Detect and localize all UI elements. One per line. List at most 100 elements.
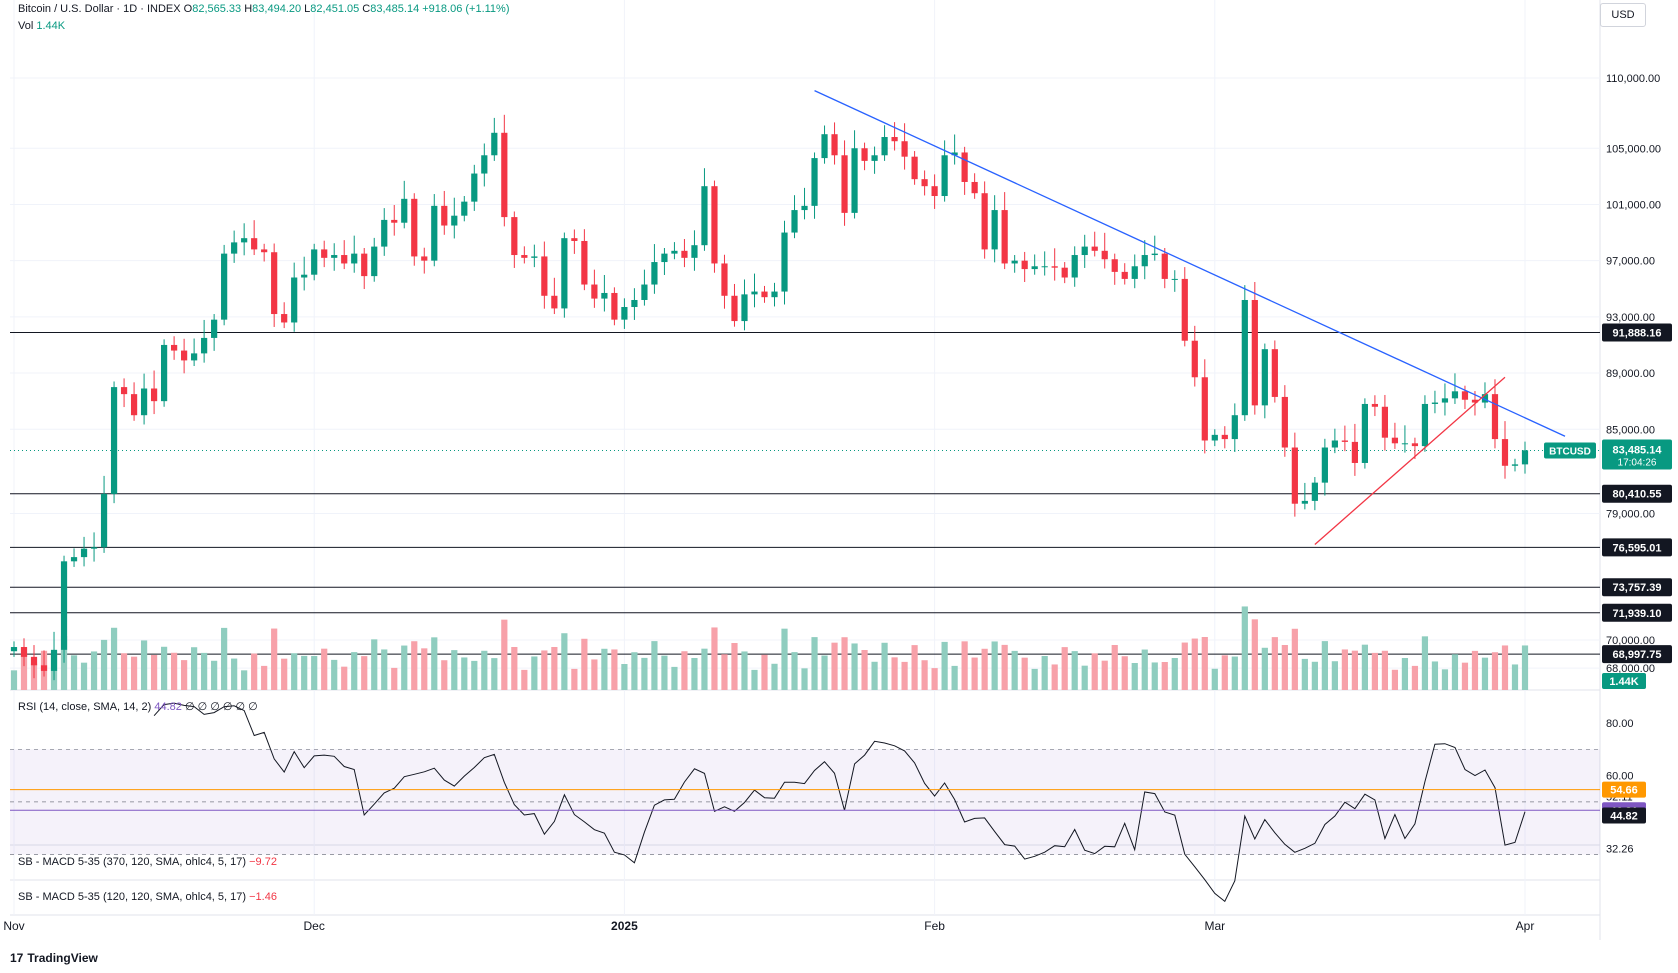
rsi-label[interactable]: RSI (14, close, SMA, 14, 2) bbox=[18, 701, 152, 713]
candle-body bbox=[1281, 396, 1288, 448]
candle-body bbox=[1221, 434, 1228, 440]
candle-body bbox=[150, 388, 158, 402]
volume-bar bbox=[130, 656, 138, 690]
candle-body bbox=[481, 155, 488, 174]
candle-body bbox=[80, 548, 88, 558]
volume-bar bbox=[851, 643, 858, 690]
candle-body bbox=[181, 350, 188, 361]
candle-body bbox=[1061, 267, 1068, 278]
change-value: +918.06 (+1.11%) bbox=[422, 3, 510, 15]
volume-bar bbox=[1211, 668, 1218, 690]
candle-body bbox=[461, 201, 468, 216]
volume-bar bbox=[1271, 637, 1278, 690]
candle-body bbox=[1201, 377, 1208, 441]
volume-label[interactable]: Vol bbox=[18, 20, 34, 32]
volume-bar bbox=[1481, 657, 1489, 690]
price-tick-label: 85,000.00 bbox=[1606, 424, 1655, 436]
close-label: C bbox=[362, 3, 371, 15]
symbol-tag bbox=[1544, 442, 1596, 459]
candle-body bbox=[881, 137, 888, 156]
volume-bar bbox=[361, 656, 368, 690]
candle-body bbox=[1521, 450, 1529, 465]
rsi-tick-label: 80.00 bbox=[1606, 718, 1634, 730]
volume-bar bbox=[1241, 606, 1248, 690]
volume-bar bbox=[10, 670, 18, 690]
candle-body bbox=[941, 155, 948, 197]
volume-bar bbox=[571, 668, 578, 690]
macd2-legend: SB - MACD 5-35 (120, 120, SMA, ohlc4, 5,… bbox=[18, 891, 277, 903]
volume-bar bbox=[421, 648, 428, 690]
level-tag-label: 76,595.01 bbox=[1613, 542, 1662, 554]
candle-body bbox=[1291, 447, 1298, 504]
volume-bar bbox=[1401, 658, 1409, 690]
symbol-title[interactable]: Bitcoin / U.S. Dollar · 1D · INDEX bbox=[18, 3, 181, 15]
candle-body bbox=[1141, 255, 1148, 267]
macd2-label[interactable]: SB - MACD 5-35 (120, 120, SMA, ohlc4, 5,… bbox=[18, 891, 247, 903]
candle-body bbox=[831, 134, 838, 156]
candle-body bbox=[1391, 437, 1399, 444]
volume-bar bbox=[561, 633, 568, 690]
candle-body bbox=[961, 152, 968, 182]
candle-body bbox=[421, 256, 428, 261]
candle-body bbox=[221, 253, 228, 320]
volume-bar bbox=[1291, 628, 1298, 690]
volume-bar bbox=[221, 627, 228, 690]
candle-body bbox=[1301, 500, 1308, 504]
volume-bar bbox=[1471, 650, 1479, 690]
candle-body bbox=[40, 665, 48, 671]
volume-legend: Vol 1.44K bbox=[18, 20, 65, 32]
volume-bar bbox=[441, 660, 448, 690]
volume-bar bbox=[120, 653, 128, 690]
candle-body bbox=[171, 344, 178, 351]
volume-bar bbox=[70, 655, 78, 690]
candle-body bbox=[841, 155, 848, 213]
volume-bar bbox=[1391, 669, 1399, 690]
volume-bar bbox=[1061, 647, 1068, 690]
time-tick-label: Apr bbox=[1516, 919, 1535, 933]
level-tag-label: 68,997.75 bbox=[1613, 649, 1662, 661]
time-axis[interactable]: Nov Dec 2025 Feb Mar Apr bbox=[3, 919, 1534, 933]
volume-bar bbox=[1071, 651, 1078, 690]
trendlines[interactable] bbox=[814, 90, 1566, 545]
candle-body bbox=[1001, 210, 1008, 264]
volume-bar bbox=[150, 655, 158, 690]
volume-bar bbox=[1521, 645, 1529, 690]
currency-button[interactable]: USD bbox=[1600, 3, 1646, 27]
volume-bar bbox=[1311, 661, 1318, 690]
candle-body bbox=[821, 134, 828, 159]
candle-body bbox=[341, 255, 348, 264]
level-tag bbox=[1602, 484, 1672, 503]
volume-bar bbox=[381, 649, 388, 690]
volume-bar bbox=[1461, 662, 1469, 690]
candle-body bbox=[751, 291, 758, 295]
price-tick-label: 97,000.00 bbox=[1606, 256, 1655, 268]
volume-bar bbox=[431, 637, 438, 690]
candle-body bbox=[501, 132, 508, 218]
candle-body bbox=[931, 186, 938, 197]
candle-body bbox=[761, 291, 768, 298]
candle-body bbox=[1131, 266, 1138, 279]
volume-bar bbox=[551, 647, 558, 690]
candle-body bbox=[351, 253, 358, 264]
volume-bar bbox=[201, 652, 208, 690]
volume-bar bbox=[971, 657, 978, 690]
volume-bar bbox=[401, 645, 408, 690]
volume-bar bbox=[1421, 636, 1429, 690]
price-pane-bg bbox=[10, 0, 1600, 690]
candle-body bbox=[871, 155, 878, 161]
candle-body bbox=[1311, 482, 1318, 501]
candle-body bbox=[1121, 271, 1128, 279]
volume-bar bbox=[841, 637, 848, 690]
level-tag bbox=[1602, 603, 1672, 622]
macd1-label[interactable]: SB - MACD 5-35 (370, 120, SMA, ohlc4, 5,… bbox=[18, 856, 247, 868]
tradingview-logo[interactable]: 17 TradingView bbox=[10, 951, 98, 965]
volume-bar bbox=[271, 628, 278, 690]
candle-body bbox=[140, 388, 148, 416]
volume-bar bbox=[1491, 652, 1499, 690]
candle-body bbox=[921, 179, 928, 187]
volume-bar bbox=[491, 658, 498, 690]
volume-bar bbox=[661, 655, 668, 690]
candlesticks bbox=[10, 114, 1529, 681]
volume-bar bbox=[461, 657, 468, 690]
